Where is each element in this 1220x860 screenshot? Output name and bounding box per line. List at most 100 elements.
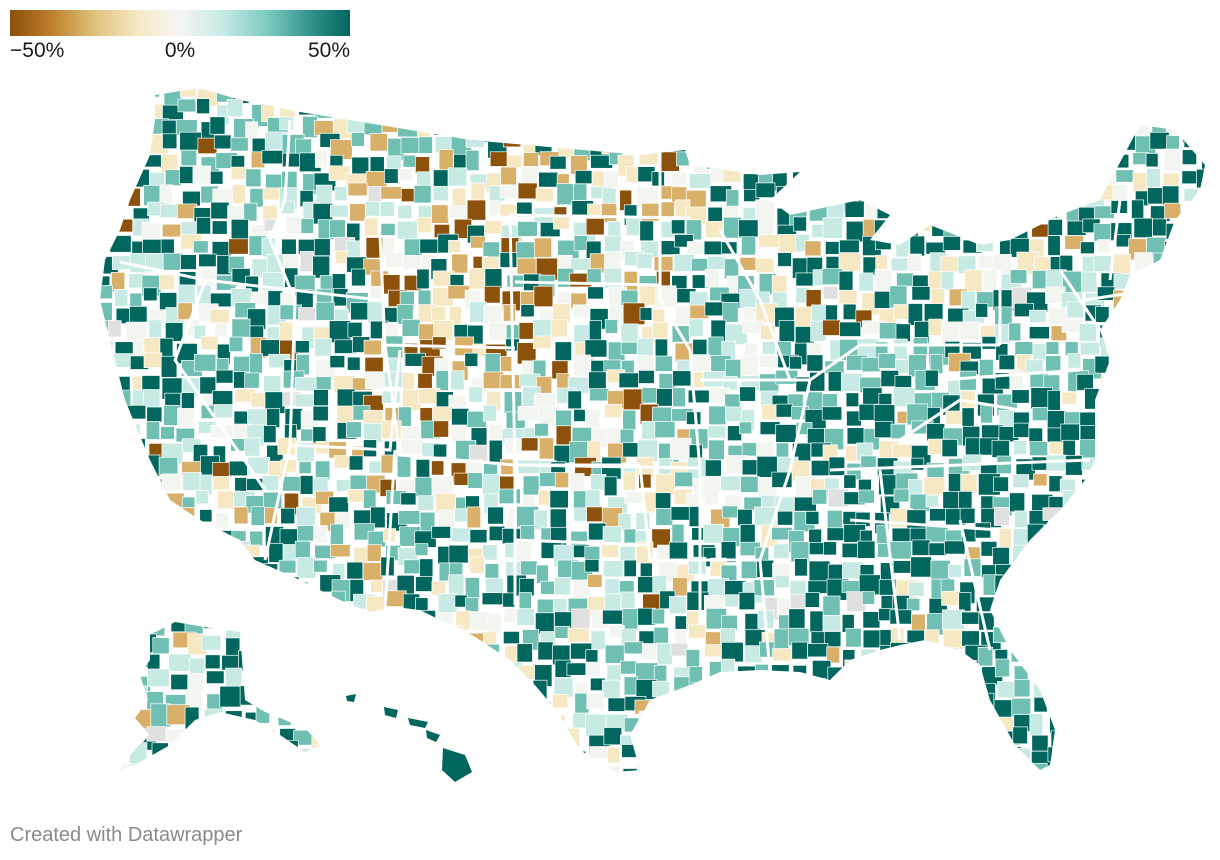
us-county: [1080, 241, 1095, 255]
us-county: [484, 353, 501, 374]
us-county: [415, 700, 433, 720]
us-county: [1029, 199, 1049, 218]
us-county: [100, 495, 107, 518]
us-county: [347, 744, 368, 760]
us-county: [1149, 647, 1169, 671]
us-county: [702, 475, 722, 494]
us-county: [470, 698, 489, 712]
us-county: [384, 307, 398, 323]
us-county: [336, 88, 358, 99]
us-county: [907, 253, 922, 272]
us-county: [549, 508, 567, 530]
us-county: [1168, 749, 1185, 763]
us-county: [436, 645, 454, 665]
us-county: [908, 581, 925, 597]
us-county: [772, 696, 793, 711]
us-county: [449, 666, 470, 681]
us-county: [1148, 291, 1168, 311]
us-county: [1197, 322, 1205, 342]
us-county: [486, 778, 506, 800]
alaska-county: [128, 742, 148, 765]
us-county: [108, 206, 126, 225]
us-county: [260, 339, 280, 357]
us-county: [261, 663, 276, 679]
us-county: [975, 303, 989, 318]
us-county: [196, 98, 210, 115]
us-county: [100, 234, 109, 250]
us-county: [402, 154, 417, 168]
us-county: [878, 353, 897, 369]
us-county: [311, 666, 335, 687]
us-county: [1029, 309, 1047, 323]
us-county: [1184, 426, 1202, 447]
us-county: [216, 547, 240, 570]
us-county: [977, 764, 994, 772]
us-county: [213, 404, 234, 419]
us-county: [435, 370, 449, 391]
us-county: [148, 607, 169, 622]
us-county: [314, 338, 332, 357]
us-county: [686, 411, 702, 425]
us-county: [874, 665, 890, 685]
us-county: [402, 254, 422, 270]
us-county: [1150, 562, 1170, 577]
us-county: [295, 376, 318, 392]
alaska-county: [208, 722, 225, 744]
us-county: [1196, 610, 1205, 624]
us-county: [315, 301, 335, 321]
us-county: [100, 207, 114, 227]
us-county: [1146, 410, 1165, 425]
us-county: [875, 167, 897, 188]
us-county: [483, 699, 498, 720]
alaska-county: [314, 703, 320, 718]
us-county: [1163, 717, 1180, 735]
us-county: [298, 761, 322, 772]
us-county: [980, 692, 995, 710]
us-county: [923, 149, 945, 165]
us-county: [302, 675, 318, 695]
us-county: [704, 644, 723, 658]
us-county: [100, 104, 111, 118]
us-county: [659, 201, 675, 219]
us-county: [196, 595, 213, 615]
us-county: [484, 285, 501, 304]
us-county: [488, 88, 506, 110]
us-county: [960, 473, 978, 495]
us-county: [243, 649, 267, 672]
us-county: [183, 780, 204, 796]
us-county: [1046, 767, 1065, 772]
us-county: [1011, 697, 1032, 718]
us-county: [450, 370, 465, 391]
us-county: [894, 747, 911, 767]
us-county: [1064, 712, 1081, 728]
us-county: [924, 663, 940, 686]
us-county: [826, 202, 845, 220]
us-county: [1202, 224, 1205, 240]
us-county: [812, 783, 829, 799]
us-county: [1111, 750, 1127, 772]
us-county: [725, 406, 744, 422]
us-county: [499, 252, 518, 268]
us-county: [364, 727, 386, 742]
alaska-county: [118, 622, 134, 633]
us-county: [655, 711, 674, 726]
us-county: [690, 767, 710, 772]
us-county: [1049, 546, 1063, 569]
us-county: [451, 408, 470, 428]
us-county: [162, 781, 183, 794]
us-county: [674, 615, 689, 630]
us-county: [842, 733, 859, 756]
us-county: [1182, 595, 1202, 611]
us-county: [450, 527, 470, 543]
us-county: [1045, 355, 1062, 373]
us-county: [1059, 596, 1076, 615]
us-county: [516, 608, 535, 626]
us-county: [211, 744, 233, 760]
us-county: [907, 663, 929, 687]
us-county: [519, 785, 537, 800]
us-county: [1182, 121, 1201, 144]
us-county: [1130, 339, 1144, 362]
us-county: [350, 102, 367, 119]
us-county: [538, 731, 552, 746]
us-county: [100, 715, 115, 730]
